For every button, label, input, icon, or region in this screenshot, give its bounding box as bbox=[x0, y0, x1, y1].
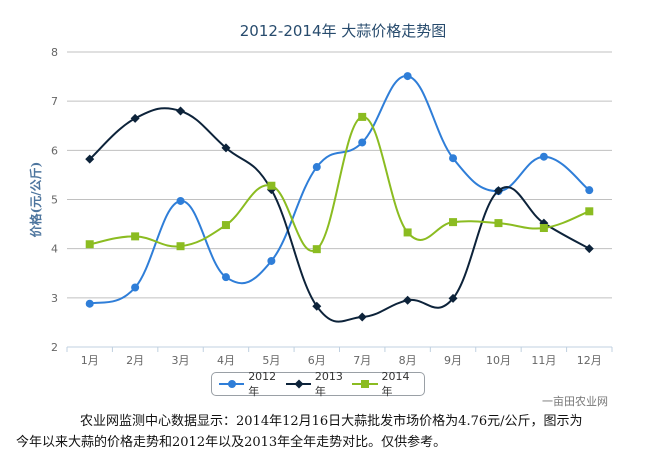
data-point[interactable] bbox=[539, 224, 548, 233]
gridlines bbox=[67, 51, 612, 348]
y-axis-label: 价格(元/公斤) bbox=[28, 162, 43, 238]
legend-marker bbox=[361, 380, 370, 388]
data-point[interactable] bbox=[176, 196, 185, 205]
data-point[interactable] bbox=[585, 207, 594, 216]
data-point[interactable] bbox=[584, 244, 594, 254]
data-point[interactable] bbox=[494, 219, 503, 228]
x-tick-label: 10月 bbox=[486, 354, 511, 367]
data-point[interactable] bbox=[221, 273, 230, 282]
data-point[interactable] bbox=[403, 72, 412, 81]
data-point[interactable] bbox=[312, 163, 321, 172]
legend-label: 2013年 bbox=[314, 369, 343, 398]
data-point[interactable] bbox=[131, 283, 140, 292]
data-point[interactable] bbox=[449, 154, 458, 163]
x-tick-label: 1月 bbox=[81, 354, 99, 367]
legend-label: 2014年 bbox=[381, 369, 410, 398]
series-lines bbox=[85, 72, 594, 323]
series-3 bbox=[85, 112, 594, 254]
legend-item[interactable]: 2012年 bbox=[218, 370, 285, 399]
price-trend-chart: 2012-2014年 大蒜价格走势图 价格(元/公斤) 2 3 4 5 6 7 8 1月 2月… bbox=[28, 22, 613, 367]
data-point[interactable] bbox=[130, 113, 140, 123]
data-point[interactable] bbox=[403, 228, 412, 237]
y-tick-label: 4 bbox=[51, 243, 58, 256]
legend-swatch bbox=[285, 379, 311, 389]
legend: 2012年 2013年 2014年 bbox=[211, 370, 425, 399]
data-point[interactable] bbox=[403, 295, 413, 305]
data-point[interactable] bbox=[449, 218, 458, 227]
data-point[interactable] bbox=[176, 106, 186, 116]
y-tick-label: 2 bbox=[51, 341, 58, 354]
x-tick-label: 4月 bbox=[217, 354, 235, 367]
chart-title: 2012-2014年 大蒜价格走势图 bbox=[240, 22, 447, 40]
legend-label: 2012年 bbox=[248, 369, 277, 398]
data-point[interactable] bbox=[131, 232, 140, 241]
legend-swatch bbox=[352, 380, 378, 388]
data-point[interactable] bbox=[267, 181, 276, 190]
legend-marker bbox=[294, 379, 304, 389]
caption-line-1: 农业网监测中心数据显示：2014年12月16日大蒜批发市场价格为4.76元/公斤… bbox=[80, 414, 583, 429]
legend-swatch bbox=[219, 380, 245, 388]
y-tick-label: 6 bbox=[51, 144, 58, 157]
data-point[interactable] bbox=[85, 299, 94, 308]
caption-line-2: 今年以来大蒜的价格走势和2012年以及2013年全年走势对比。仅供参考。 bbox=[16, 435, 447, 450]
data-point[interactable] bbox=[358, 138, 367, 147]
x-tick-label: 5月 bbox=[262, 354, 280, 367]
data-point[interactable] bbox=[539, 152, 548, 161]
data-point[interactable] bbox=[176, 242, 185, 251]
y-tick-label: 8 bbox=[51, 46, 58, 59]
series-line bbox=[89, 115, 590, 252]
x-tick-label: 2月 bbox=[126, 354, 144, 367]
series-line bbox=[89, 107, 590, 323]
data-point[interactable] bbox=[448, 293, 458, 303]
data-point[interactable] bbox=[85, 154, 95, 164]
legend-item[interactable]: 2014年 bbox=[351, 370, 418, 399]
data-point[interactable] bbox=[358, 112, 367, 121]
x-tick-label: 12月 bbox=[577, 354, 602, 367]
y-tick-label: 7 bbox=[51, 95, 58, 108]
data-point[interactable] bbox=[312, 245, 321, 254]
x-tick-label: 6月 bbox=[308, 354, 326, 367]
data-point[interactable] bbox=[221, 221, 230, 230]
legend-item[interactable]: 2013年 bbox=[285, 370, 352, 399]
y-tick-label: 5 bbox=[51, 194, 58, 207]
caption: 农业网监测中心数据显示：2014年12月16日大蒜批发市场价格为4.76元/公斤… bbox=[0, 411, 667, 453]
x-tick-label: 11月 bbox=[531, 354, 556, 367]
data-point[interactable] bbox=[267, 256, 276, 265]
data-point[interactable] bbox=[221, 143, 231, 153]
legend-marker bbox=[228, 380, 236, 388]
data-point[interactable] bbox=[357, 312, 367, 322]
y-tick-labels: 2 3 4 5 6 7 8 bbox=[51, 46, 58, 354]
watermark-text: 一亩田农业网 bbox=[542, 395, 608, 408]
x-tick-label: 3月 bbox=[172, 354, 190, 367]
data-point[interactable] bbox=[585, 186, 594, 195]
y-tick-label: 3 bbox=[51, 292, 58, 305]
data-point[interactable] bbox=[85, 240, 94, 249]
x-tick-label: 9月 bbox=[444, 354, 462, 367]
x-tick-label: 8月 bbox=[399, 354, 417, 367]
data-point[interactable] bbox=[312, 301, 322, 311]
series-2 bbox=[85, 106, 594, 323]
data-point[interactable] bbox=[493, 186, 503, 196]
x-axis: 1月 2月 3月 4月 5月 6月 7月 8月 9月 10月 11月 12月 bbox=[66, 346, 613, 367]
x-tick-label: 7月 bbox=[353, 354, 371, 367]
